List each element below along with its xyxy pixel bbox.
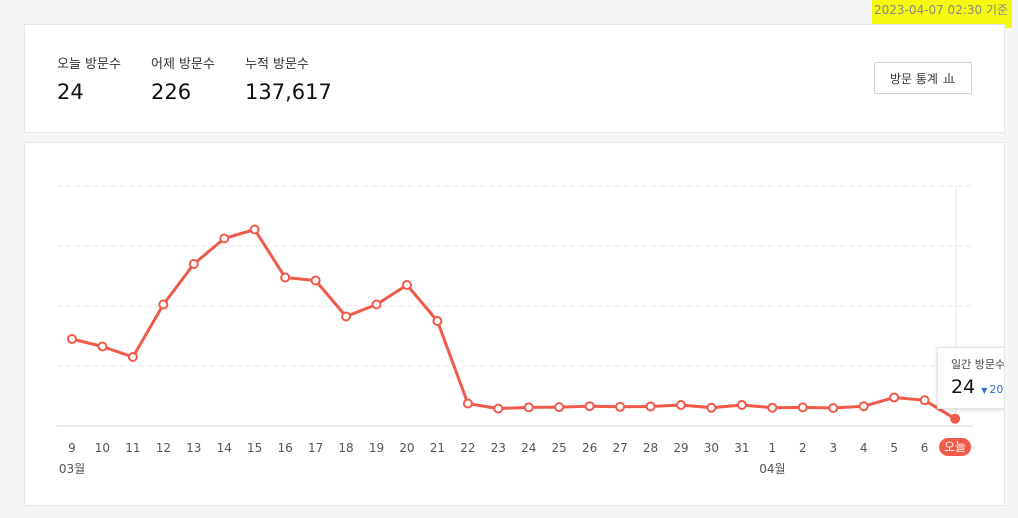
today-badge bbox=[939, 438, 972, 456]
data-point bbox=[493, 403, 504, 414]
x-month-label: 03월 bbox=[59, 462, 85, 476]
data-point bbox=[462, 398, 473, 409]
x-tick-label: 12 bbox=[156, 441, 171, 455]
data-point bbox=[523, 402, 534, 413]
series-line bbox=[71, 228, 956, 421]
data-point bbox=[736, 400, 747, 410]
x-tick-label: 29 bbox=[673, 441, 688, 455]
x-tick-label: 3 bbox=[829, 441, 837, 455]
x-tick-label: 11 bbox=[125, 441, 140, 455]
x-tick-label: 27 bbox=[612, 441, 627, 455]
data-point bbox=[767, 402, 778, 413]
x-tick-label: 30 bbox=[704, 441, 719, 455]
x-tick-label: 19 bbox=[369, 441, 384, 455]
tooltip-label: 일간 방문수 bbox=[951, 358, 1005, 371]
x-tick-label: 26 bbox=[582, 441, 597, 455]
x-tick-label: 25 bbox=[552, 441, 567, 455]
x-tick-label: 4 bbox=[860, 441, 868, 455]
x-tick-label: 2 bbox=[799, 441, 807, 455]
x-tick-label: 10 bbox=[95, 441, 110, 455]
x-tick-label: 21 bbox=[430, 441, 445, 455]
data-point bbox=[554, 402, 565, 413]
stat-total-label: 누적 방문수 bbox=[245, 57, 309, 72]
data-point bbox=[919, 395, 930, 406]
x-tick-label-today: 오늘 bbox=[944, 440, 966, 454]
data-point bbox=[188, 259, 199, 269]
stat-yesterday-value: 226 bbox=[151, 80, 192, 104]
timestamp-label: 2023-04-07 02:30 기준 bbox=[872, 0, 1012, 28]
data-point bbox=[401, 280, 412, 290]
x-tick-label: 9 bbox=[68, 441, 76, 455]
data-point bbox=[645, 401, 656, 412]
tooltip-change: ▼202 bbox=[981, 383, 1004, 396]
data-point bbox=[432, 316, 443, 326]
data-point bbox=[584, 401, 595, 412]
x-tick-label: 5 bbox=[890, 441, 898, 455]
x-tick-label: 16 bbox=[278, 441, 293, 455]
stat-total-value: 137,617 bbox=[245, 80, 332, 104]
stats-card: 오늘 방문수 24 어제 방문수 226 누적 방문수 137,617 방문 통… bbox=[24, 24, 1005, 133]
data-point bbox=[280, 272, 291, 283]
stat-yesterday-label: 어제 방문수 bbox=[151, 57, 215, 72]
tooltip-value: 24 bbox=[951, 376, 976, 398]
data-point bbox=[706, 402, 717, 413]
x-tick-label: 28 bbox=[643, 441, 658, 455]
data-point bbox=[371, 299, 382, 310]
x-tick-label: 15 bbox=[247, 441, 262, 455]
data-point bbox=[858, 401, 869, 412]
stat-today-value: 24 bbox=[57, 80, 84, 104]
data-point bbox=[97, 341, 108, 352]
data-point bbox=[310, 275, 321, 286]
stat-today: 오늘 방문수 24 bbox=[57, 53, 121, 104]
x-tick-label: 6 bbox=[921, 441, 929, 455]
bar-chart-icon bbox=[942, 71, 956, 86]
data-point-today bbox=[950, 413, 961, 424]
x-tick-label: 18 bbox=[338, 441, 353, 455]
data-point bbox=[158, 299, 169, 310]
x-tick-label: 20 bbox=[399, 441, 414, 455]
data-point bbox=[676, 400, 686, 410]
data-point bbox=[67, 334, 77, 344]
data-point bbox=[828, 403, 839, 413]
x-month-label: 04월 bbox=[759, 462, 785, 476]
chart-tooltip: 일간 방문수 24 ▼202 bbox=[937, 347, 1005, 409]
x-tick-label: 22 bbox=[460, 441, 475, 455]
stat-today-label: 오늘 방문수 bbox=[57, 57, 121, 72]
visit-stats-button-label: 방문 통계 bbox=[890, 71, 938, 86]
x-tick-label: 24 bbox=[521, 441, 536, 455]
data-point bbox=[797, 402, 808, 413]
triangle-down-icon: ▼ bbox=[981, 386, 988, 395]
data-point bbox=[127, 352, 138, 362]
visit-stats-button[interactable]: 방문 통계 bbox=[874, 62, 972, 94]
stat-total: 누적 방문수 137,617 bbox=[245, 53, 332, 104]
data-point bbox=[341, 311, 352, 322]
data-point bbox=[889, 392, 900, 403]
stat-yesterday: 어제 방문수 226 bbox=[151, 53, 215, 104]
x-tick-label: 23 bbox=[491, 441, 506, 455]
data-point bbox=[249, 224, 260, 235]
chart-card: 9 10 11 12 13 14 15 16 17 18 19 20 21 22 23 24 25 26 27 28 2… bbox=[24, 142, 1005, 506]
x-tick-label: 13 bbox=[186, 441, 201, 455]
x-tick-label: 14 bbox=[217, 441, 232, 455]
visits-line-chart: 9 10 11 12 13 14 15 16 17 18 19 20 21 22 23 24 25 26 27 28 2… bbox=[57, 185, 973, 476]
tooltip-change-value: 202 bbox=[989, 383, 1004, 396]
x-tick-label: 1 bbox=[769, 441, 777, 455]
x-tick-label: 31 bbox=[734, 441, 749, 455]
x-tick-label: 17 bbox=[308, 441, 323, 455]
data-point bbox=[615, 401, 626, 412]
data-point bbox=[219, 233, 230, 244]
